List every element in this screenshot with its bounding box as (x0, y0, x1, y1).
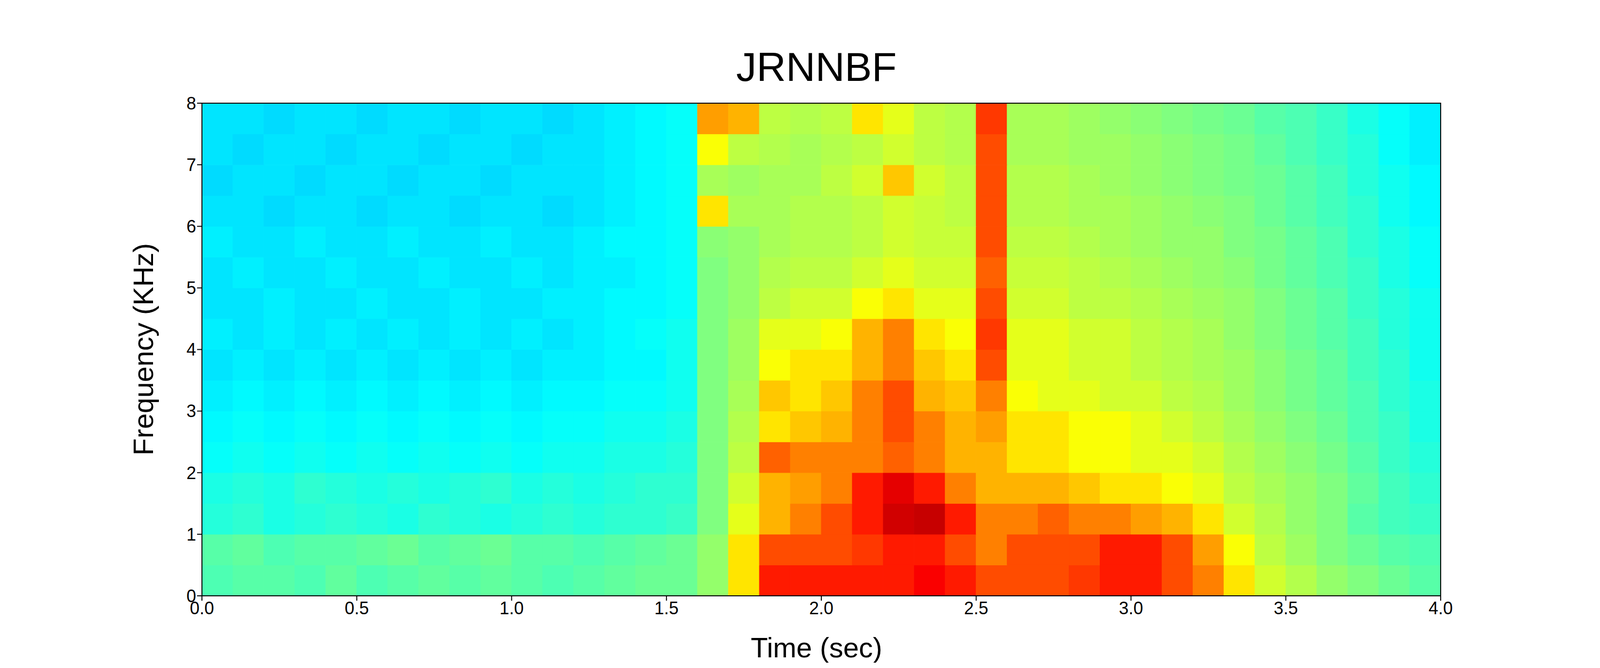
svg-text:2: 2 (186, 462, 197, 483)
svg-text:2.5: 2.5 (964, 598, 989, 618)
html-text:Time (sec): Time (sec) (750, 631, 883, 663)
svg-text:1.0: 1.0 (499, 598, 524, 618)
svg-text:0.5: 0.5 (344, 598, 370, 618)
svg-text:3: 3 (186, 400, 197, 421)
svg-text:3.0: 3.0 (1118, 598, 1143, 618)
svg-text:8: 8 (186, 93, 197, 114)
svg-text:1.5: 1.5 (654, 598, 679, 618)
svg-text:5: 5 (186, 277, 197, 298)
svg-text:4: 4 (186, 339, 197, 360)
svg-text:4.0: 4.0 (1428, 598, 1453, 618)
svg-text:6: 6 (186, 216, 197, 237)
svg-text:0.0: 0.0 (189, 597, 215, 618)
svg-text:0: 0 (186, 585, 197, 606)
svg-text:1: 1 (186, 524, 197, 545)
html-text:Frequency (KHz): Frequency (KHz) (127, 243, 159, 456)
svg-text:2.0: 2.0 (809, 598, 834, 618)
svg-text:7: 7 (186, 154, 197, 175)
svg-text:3.5: 3.5 (1273, 598, 1298, 618)
html-text:JRNNBF: JRNNBF (736, 44, 897, 90)
